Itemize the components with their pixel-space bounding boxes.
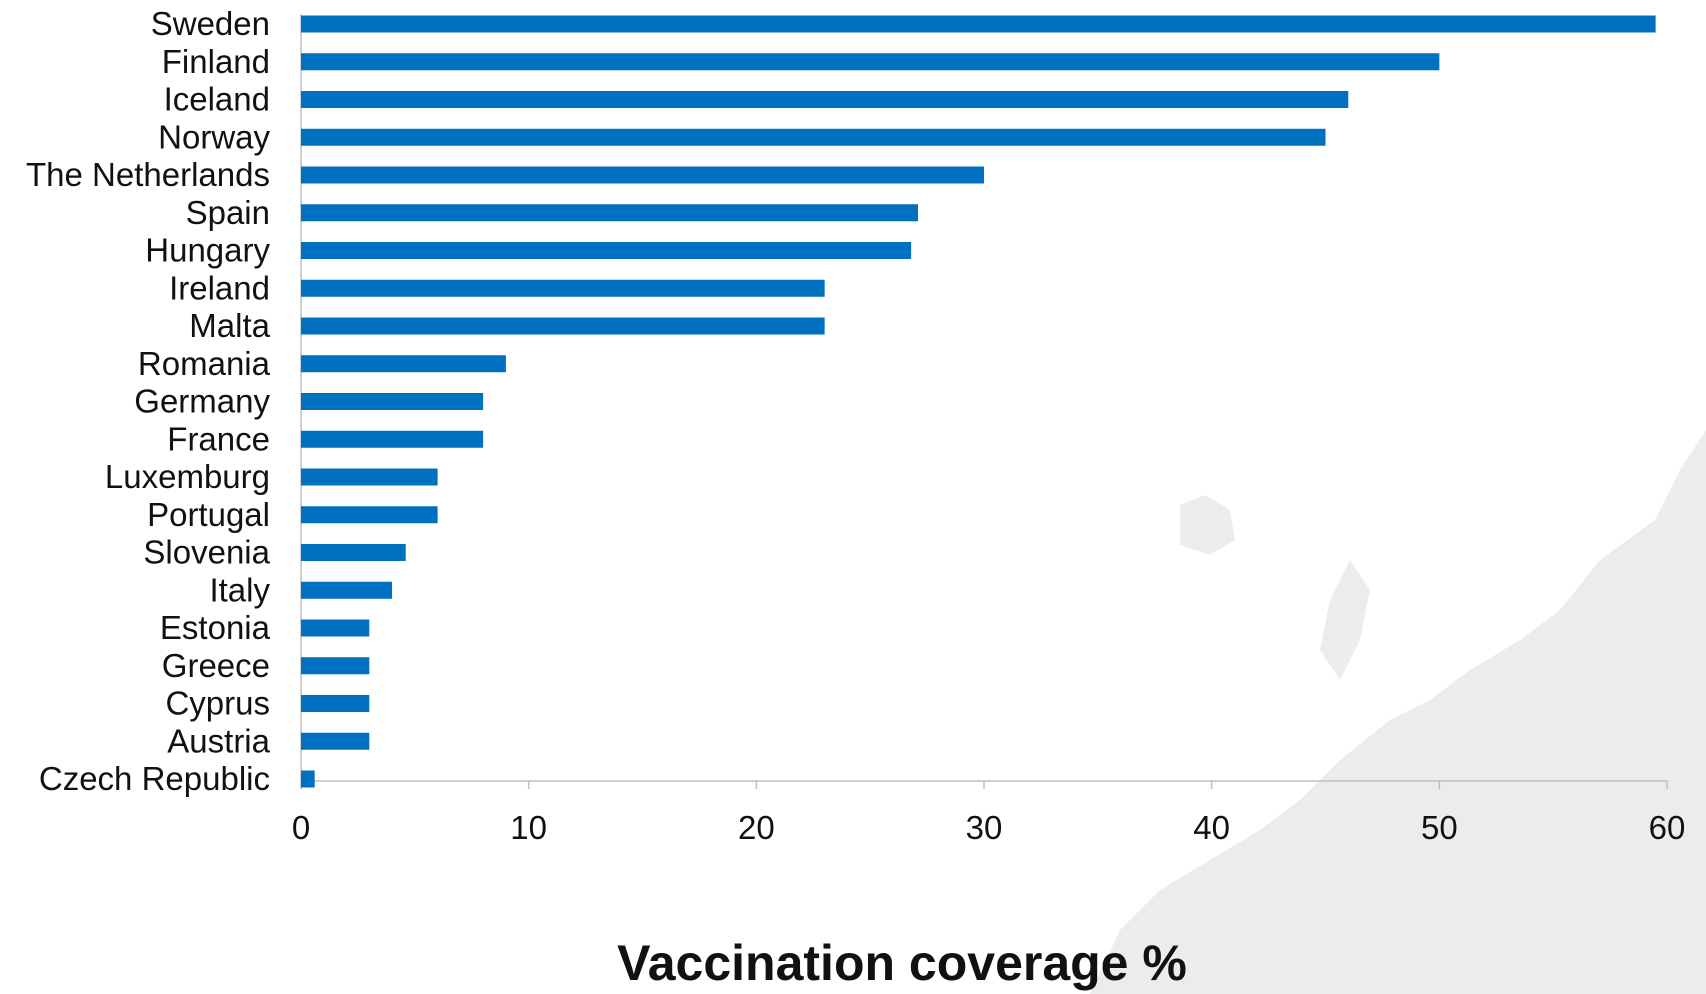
bar xyxy=(301,317,825,335)
bar xyxy=(301,279,825,297)
bar xyxy=(301,544,406,561)
x-tick-label: 30 xyxy=(966,809,1003,846)
category-label: Slovenia xyxy=(143,534,270,571)
x-tick-label: 10 xyxy=(510,809,547,846)
bar-series xyxy=(301,15,1656,788)
bar xyxy=(301,732,370,750)
bar xyxy=(301,695,370,712)
bar xyxy=(301,468,438,486)
bar xyxy=(301,242,912,259)
category-label: Austria xyxy=(167,722,270,759)
bar xyxy=(301,91,1349,108)
category-label: Finland xyxy=(162,43,270,80)
category-label: Luxemburg xyxy=(105,458,270,495)
category-label: The Netherlands xyxy=(26,156,270,193)
bar xyxy=(301,581,393,599)
bar xyxy=(301,619,370,637)
category-label: Malta xyxy=(189,307,270,344)
bar xyxy=(301,204,918,222)
x-tick-label: 40 xyxy=(1193,809,1230,846)
category-label: Sweden xyxy=(151,5,270,42)
bar xyxy=(301,128,1326,146)
x-axis-title: Vaccination coverage % xyxy=(617,935,1187,991)
bar xyxy=(301,53,1440,71)
category-label: France xyxy=(167,420,270,457)
category-label: Germany xyxy=(134,383,270,420)
category-label: Greece xyxy=(162,647,270,684)
category-label: Czech Republic xyxy=(39,760,270,797)
x-tick-label: 20 xyxy=(738,809,775,846)
category-label: Iceland xyxy=(164,81,270,118)
x-tick-labels: 0 10 20 30 40 50 60 xyxy=(292,809,1686,846)
europe-map-background xyxy=(1090,430,1706,994)
bar xyxy=(301,657,370,675)
category-label: Ireland xyxy=(169,269,270,306)
category-label: Norway xyxy=(158,118,270,155)
category-label: Romania xyxy=(138,345,271,382)
category-label: Italy xyxy=(209,571,270,608)
x-tick-label: 50 xyxy=(1421,809,1458,846)
bar xyxy=(301,355,506,373)
x-tick-label: 60 xyxy=(1649,809,1686,846)
category-label: Portugal xyxy=(147,496,270,533)
bar xyxy=(301,430,484,448)
bar xyxy=(301,15,1656,33)
category-label: Spain xyxy=(186,194,270,231)
bar xyxy=(301,166,984,184)
category-label: Hungary xyxy=(145,232,270,269)
x-tick-label: 0 xyxy=(292,809,310,846)
category-label: Cyprus xyxy=(165,685,270,722)
bar xyxy=(301,770,315,788)
bar xyxy=(301,393,484,410)
category-label: Estonia xyxy=(160,609,271,646)
bar xyxy=(301,506,438,524)
